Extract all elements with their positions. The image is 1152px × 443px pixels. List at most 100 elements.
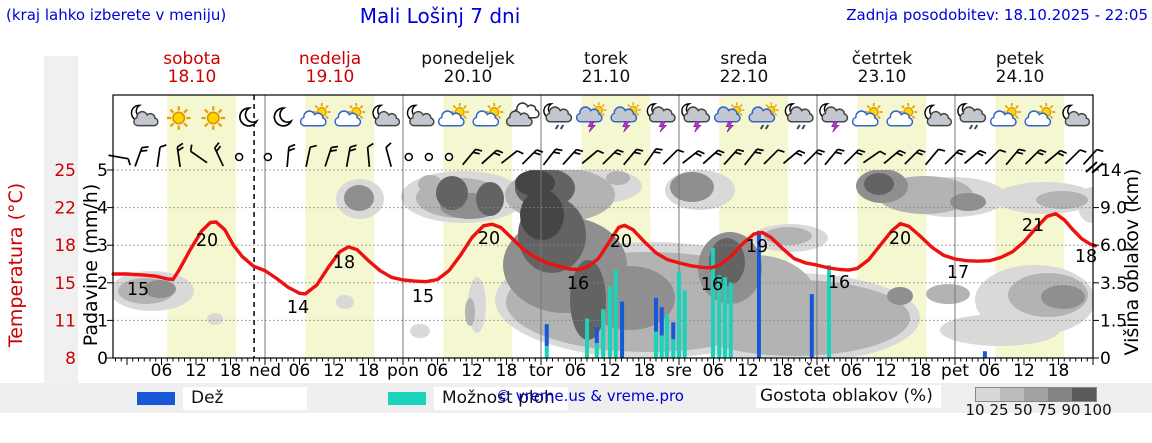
svg-text:0: 0 [1100,349,1111,369]
wind-barb-icon [924,148,946,166]
shower-bar [728,282,733,358]
shower-bar [613,269,618,358]
cloud-density-tick: 25 [989,401,1009,419]
rain-bar [982,351,987,358]
rain-bar [654,297,658,332]
wind-barb-icon [904,149,926,165]
svg-text:18: 18 [1048,361,1070,381]
svg-text:19: 19 [746,237,768,257]
wind-barb-icon [176,142,184,168]
legend-rain: Dež [137,383,307,413]
svg-text:4: 4 [97,199,108,219]
svg-text:25: 25 [54,161,76,181]
svg-text:12: 12 [737,361,759,381]
svg-text:pon: pon [387,361,419,381]
wind-barb-icon [385,142,393,167]
wind-barb-icon [803,149,825,165]
wind-calm-icon [263,152,273,162]
svg-text:ned: ned [249,361,281,381]
wind-calm-icon [424,152,434,162]
svg-text:06: 06 [427,361,449,381]
showers-swatch [388,391,426,405]
weather-icon-sun-cloud [851,102,883,127]
rain-label: Dež [183,386,307,410]
svg-text:Temperatura (°C): Temperatura (°C) [5,183,27,348]
wind-barb-icon [744,148,764,166]
wind-barb-icon [964,149,987,165]
svg-text:3: 3 [97,236,108,256]
wind-barb-icon [623,148,644,166]
day-name: četrtek [851,49,913,69]
wind-barb-icon [702,149,725,165]
weather-icon-moon-cloud [1062,104,1091,127]
svg-text:11: 11 [54,311,76,331]
svg-text:06: 06 [841,361,863,381]
wind-barb-icon [643,147,663,166]
copyright-link[interactable]: © vreme.us & vreme.pro [496,387,684,405]
weather-icon-sun [201,106,226,130]
svg-text:18: 18 [220,361,242,381]
temperature-labels: 15 20 14 18 15 20 16 20 16 19 16 20 17 21 18 [127,216,1097,318]
wind-barb-icon [156,144,167,168]
wind-barb-icon [305,144,317,167]
wind-barb-icon [1082,148,1104,166]
svg-text:17: 17 [947,263,969,283]
wind-calm-icon [234,152,244,162]
wind-barb-icon [862,150,887,164]
wind-barb-icon [366,142,374,168]
wind-barb-icon [1024,149,1047,165]
precip-bars [544,230,987,358]
svg-text:5: 5 [97,161,108,181]
svg-text:06: 06 [979,361,1001,381]
day-date: 18.10 [167,67,217,87]
weather-icon-moon-storm [646,103,676,133]
svg-text:6.0: 6.0 [1100,236,1127,256]
shower-bar [594,342,599,358]
cloud-density-segment [1072,388,1096,401]
weather-icon-sun-cloud [886,102,918,127]
rain-bar [544,324,549,346]
wind-barb-icon [682,150,705,164]
rain-bar [671,322,676,340]
svg-text:čet: čet [804,361,831,381]
svg-text:12: 12 [599,361,621,381]
rain-bar [620,301,625,358]
wind-calm-icon [404,152,413,162]
svg-text:18: 18 [1075,247,1097,267]
cloud-density-segment [1024,388,1048,401]
day-date: 20.10 [443,67,493,87]
weather-icon-sun-rain [748,102,779,130]
day-date: 24.10 [995,67,1045,87]
shower-bar [671,339,676,358]
svg-text:Padavine (mm/h): Padavine (mm/h) [80,184,102,347]
day-name: sreda [720,49,768,69]
day-date: 22.10 [719,67,769,87]
shower-bar [654,331,658,358]
weather-icon-moon-rain [543,103,573,130]
weather-icon-moon-storm [681,103,711,133]
day-name: torek [584,49,628,69]
showers-label: Možnost ploh [434,386,568,410]
svg-text:12: 12 [875,361,897,381]
weather-icon-moon-storm [819,103,849,133]
rain-bar [809,294,814,358]
shower-bar [544,345,549,358]
wind-calm-icon [444,152,454,162]
rain-swatch [137,391,175,405]
shower-bar [723,277,727,358]
svg-text:3.5: 3.5 [1100,274,1127,294]
svg-text:Višina oblakov (km): Višina oblakov (km) [1121,169,1143,356]
page-title: Mali Lošinj 7 dni [359,4,521,28]
svg-text:12: 12 [1013,361,1035,381]
svg-text:18: 18 [54,236,76,256]
cloud-density-tick: 10 [965,401,985,419]
shower-bar [677,271,681,358]
day-date: 21.10 [581,67,631,87]
weather-icon-moon-cloud [924,104,953,127]
cloud-density-tick: 50 [1013,401,1033,419]
cloud-density-scale [975,387,1097,402]
svg-text:16: 16 [567,274,589,294]
day-date: 23.10 [857,67,907,87]
wind-barb-icon [500,150,524,164]
